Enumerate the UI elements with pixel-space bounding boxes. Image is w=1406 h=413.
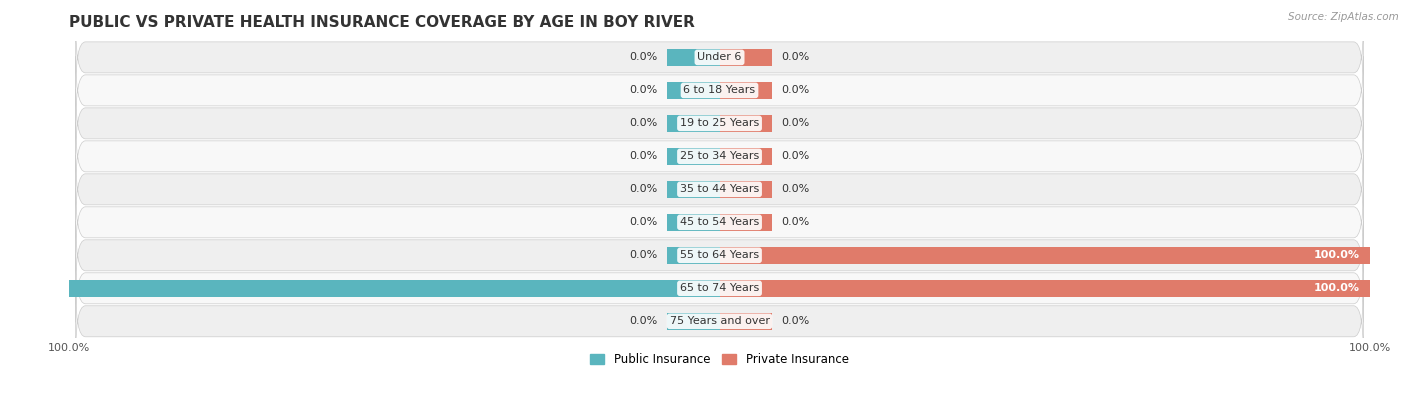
Text: 0.0%: 0.0% (630, 52, 658, 62)
Bar (720, 313, 772, 330)
Bar (720, 148, 772, 165)
Bar (720, 280, 1369, 297)
FancyBboxPatch shape (76, 254, 1364, 322)
Bar (668, 247, 720, 264)
Bar (668, 214, 720, 231)
Legend: Public Insurance, Private Insurance: Public Insurance, Private Insurance (585, 348, 853, 370)
Text: 25 to 34 Years: 25 to 34 Years (681, 151, 759, 161)
Text: 75 Years and over: 75 Years and over (669, 316, 769, 326)
Bar (668, 148, 720, 165)
Text: Source: ZipAtlas.com: Source: ZipAtlas.com (1288, 12, 1399, 22)
Text: 0.0%: 0.0% (782, 52, 810, 62)
FancyBboxPatch shape (76, 155, 1364, 223)
FancyBboxPatch shape (76, 188, 1364, 256)
Text: 0.0%: 0.0% (630, 250, 658, 260)
Text: 0.0%: 0.0% (782, 316, 810, 326)
FancyBboxPatch shape (76, 89, 1364, 157)
Bar (720, 115, 772, 132)
Bar (720, 214, 772, 231)
Bar (720, 82, 772, 99)
Bar (720, 181, 772, 198)
Text: 0.0%: 0.0% (782, 151, 810, 161)
Text: 0.0%: 0.0% (782, 85, 810, 95)
Text: 0.0%: 0.0% (782, 119, 810, 128)
Text: 0.0%: 0.0% (630, 119, 658, 128)
Text: 0.0%: 0.0% (782, 217, 810, 227)
Text: 0.0%: 0.0% (630, 151, 658, 161)
Text: 100.0%: 100.0% (1315, 250, 1360, 260)
Bar (668, 313, 720, 330)
Text: PUBLIC VS PRIVATE HEALTH INSURANCE COVERAGE BY AGE IN BOY RIVER: PUBLIC VS PRIVATE HEALTH INSURANCE COVER… (69, 15, 695, 30)
Text: 0.0%: 0.0% (630, 184, 658, 195)
Text: 0.0%: 0.0% (630, 217, 658, 227)
Text: 45 to 54 Years: 45 to 54 Years (681, 217, 759, 227)
Text: 0.0%: 0.0% (782, 184, 810, 195)
Bar (69, 280, 720, 297)
Bar (720, 247, 1369, 264)
Text: 100.0%: 100.0% (1315, 283, 1360, 293)
Bar (668, 181, 720, 198)
FancyBboxPatch shape (76, 287, 1364, 355)
FancyBboxPatch shape (76, 24, 1364, 91)
Text: 65 to 74 Years: 65 to 74 Years (681, 283, 759, 293)
Text: 35 to 44 Years: 35 to 44 Years (681, 184, 759, 195)
Text: 0.0%: 0.0% (630, 316, 658, 326)
FancyBboxPatch shape (76, 122, 1364, 190)
Bar (720, 49, 772, 66)
Text: 6 to 18 Years: 6 to 18 Years (683, 85, 755, 95)
Text: 55 to 64 Years: 55 to 64 Years (681, 250, 759, 260)
FancyBboxPatch shape (76, 57, 1364, 124)
Text: 19 to 25 Years: 19 to 25 Years (681, 119, 759, 128)
Bar (668, 115, 720, 132)
Bar (668, 49, 720, 66)
Bar (668, 82, 720, 99)
Text: Under 6: Under 6 (697, 52, 742, 62)
Text: 100.0%: 100.0% (14, 283, 59, 293)
FancyBboxPatch shape (76, 221, 1364, 289)
Text: 0.0%: 0.0% (630, 85, 658, 95)
